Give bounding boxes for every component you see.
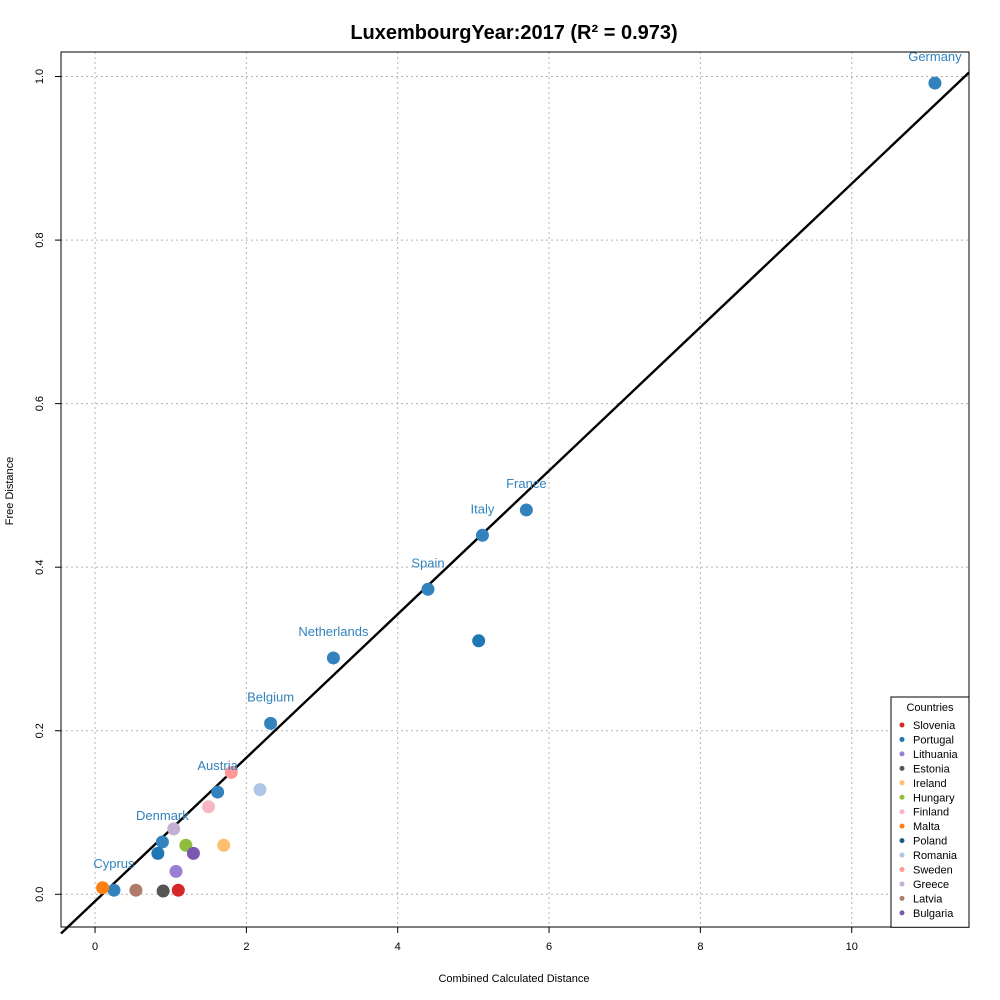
data-point bbox=[928, 76, 942, 90]
legend-marker bbox=[899, 838, 905, 844]
points-layer bbox=[96, 76, 942, 898]
y-tick-label: 0.8 bbox=[34, 232, 46, 247]
legend-marker bbox=[899, 736, 905, 742]
data-point bbox=[129, 883, 143, 897]
legend-label: Lithuania bbox=[913, 749, 959, 761]
data-point bbox=[186, 846, 200, 860]
point-label: Germany bbox=[908, 49, 962, 64]
grid-layer bbox=[61, 52, 969, 927]
legend-label: Greece bbox=[913, 879, 949, 891]
legend-marker bbox=[899, 867, 905, 872]
plot-frame bbox=[60, 51, 970, 928]
legend-label: Estonia bbox=[913, 763, 951, 775]
legend-label: Bulgaria bbox=[913, 908, 954, 920]
x-tick-label: 2 bbox=[243, 941, 249, 953]
point-label: Belgium bbox=[247, 689, 294, 704]
legend-marker bbox=[899, 809, 905, 815]
legend-label: Malta bbox=[913, 821, 941, 833]
legend-marker bbox=[899, 881, 905, 887]
y-tick-label: 0.4 bbox=[34, 560, 46, 575]
legend-label: Romania bbox=[913, 850, 958, 862]
data-point bbox=[167, 822, 181, 836]
legend-label: Portugal bbox=[913, 734, 954, 746]
legend-label: Finland bbox=[913, 807, 949, 819]
legend: Countries Slovenia Portugal Lithuania Estoni… bbox=[890, 696, 970, 928]
point-label: Italy bbox=[471, 501, 495, 516]
x-tick-label: 4 bbox=[395, 941, 401, 953]
legend-label: Hungary bbox=[913, 792, 955, 804]
point-label: Denmark bbox=[136, 808, 189, 823]
legend-marker bbox=[899, 765, 905, 771]
legend-marker bbox=[899, 823, 905, 829]
data-point bbox=[179, 838, 193, 852]
x-axis-label: Combined Calculated Distance bbox=[438, 973, 589, 985]
point-label: France bbox=[506, 476, 546, 491]
x-tick-label: 10 bbox=[846, 941, 858, 953]
legend-marker bbox=[899, 910, 905, 916]
data-point bbox=[475, 528, 489, 542]
chart-title: LuxembourgYear:2017 (R² = 0.973) bbox=[350, 22, 677, 44]
data-point bbox=[264, 716, 278, 730]
data-point bbox=[96, 881, 110, 895]
data-point bbox=[202, 800, 216, 814]
y-tick-label: 0.2 bbox=[34, 723, 46, 738]
x-tick-label: 8 bbox=[697, 941, 703, 953]
point-label: Austria bbox=[197, 758, 238, 773]
y-tick-label: 1.0 bbox=[34, 69, 46, 84]
data-point bbox=[151, 846, 165, 860]
x-tick-label: 6 bbox=[546, 941, 552, 953]
legend-label: Poland bbox=[913, 836, 947, 848]
data-point bbox=[472, 634, 486, 648]
axes-layer: 0 2 4 6 8 10 0.0 0.2 0.4 0.6 0.8 1.0 bbox=[34, 69, 858, 953]
data-point bbox=[169, 864, 183, 878]
legend-label: Latvia bbox=[913, 893, 943, 905]
legend-title: Countries bbox=[906, 702, 954, 714]
legend-marker bbox=[899, 794, 905, 800]
y-tick-label: 0.6 bbox=[34, 396, 46, 411]
legend-marker bbox=[899, 751, 905, 757]
labels-layer: Germany France Italy Spain Netherlands Belgiu… bbox=[93, 49, 962, 871]
legend-marker bbox=[899, 852, 905, 858]
data-point bbox=[171, 883, 185, 897]
y-axis-label: Free Distance bbox=[4, 457, 16, 525]
legend-marker bbox=[899, 895, 905, 901]
data-point bbox=[156, 884, 170, 898]
y-tick-label: 0.0 bbox=[34, 887, 46, 902]
data-point bbox=[421, 582, 435, 596]
data-point bbox=[224, 765, 238, 779]
data-point bbox=[326, 651, 340, 665]
x-tick-label: 0 bbox=[92, 941, 98, 953]
legend-marker bbox=[899, 780, 905, 786]
regression-line bbox=[60, 71, 970, 935]
data-point bbox=[253, 783, 267, 797]
legend-marker bbox=[899, 722, 905, 728]
data-point bbox=[107, 883, 121, 897]
data-point bbox=[217, 838, 231, 852]
legend-label: Ireland bbox=[913, 778, 947, 790]
data-point bbox=[155, 835, 169, 849]
point-label: Netherlands bbox=[298, 624, 369, 639]
legend-label: Slovenia bbox=[913, 720, 956, 732]
point-label: Spain bbox=[411, 555, 444, 570]
point-label: Cyprus bbox=[93, 856, 135, 871]
fit-layer bbox=[60, 71, 970, 935]
data-point bbox=[211, 785, 225, 799]
legend-label: Sweden bbox=[913, 865, 953, 877]
data-point bbox=[519, 503, 533, 517]
